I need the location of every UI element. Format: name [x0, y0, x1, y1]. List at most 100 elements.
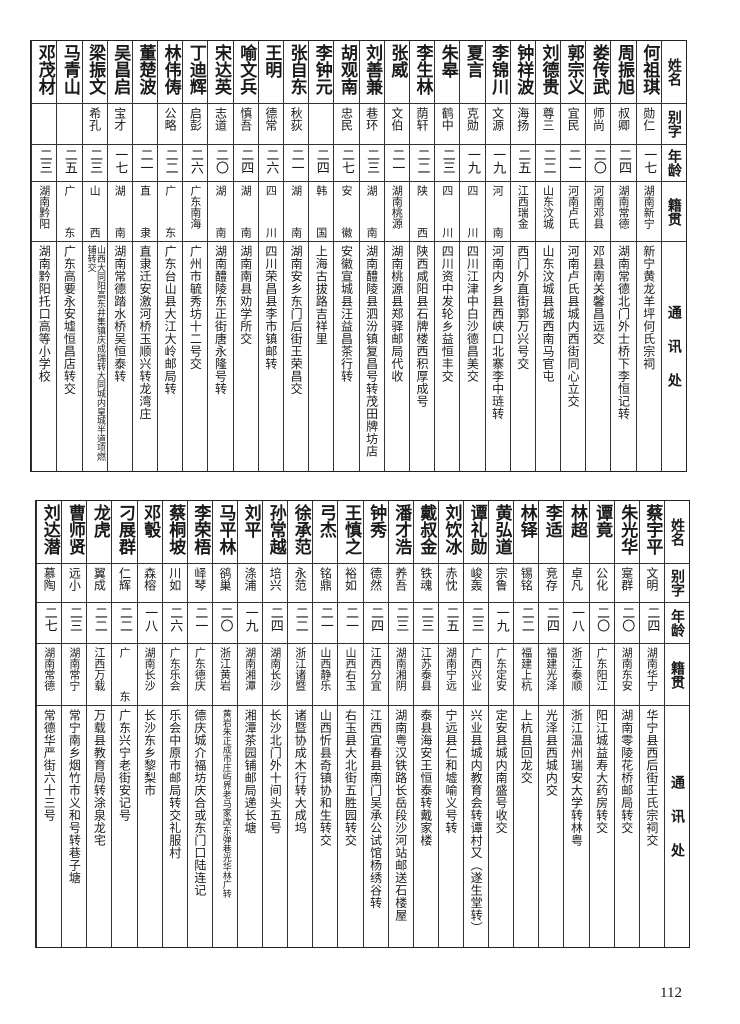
name-text: 董楚波: [135, 44, 156, 95]
addr-text: 常德华严街六十三号: [42, 709, 57, 822]
name-cell: 龙虎: [87, 501, 112, 564]
alias-cell: 师尚: [586, 104, 611, 145]
addr-text: 右玉县大北街五胜园转交: [343, 709, 358, 847]
alias-cell: 培兴: [263, 564, 288, 603]
alias-text: 别字: [668, 569, 685, 597]
alias-cell: 铁魂: [413, 564, 438, 603]
name-text: 姓名: [668, 518, 685, 546]
alias-text: 希孔: [87, 107, 102, 131]
name-text: 张威: [387, 44, 408, 78]
name-cell: 马青山: [57, 41, 82, 104]
native-text: 广东乐会: [168, 647, 182, 691]
native-text: 广东阳江: [595, 647, 609, 691]
name-text: 邓彀: [140, 504, 161, 538]
name-cell: 邓茂材: [32, 41, 57, 104]
alias-cell: 克勋: [460, 104, 485, 145]
name-text: 马平林: [215, 504, 236, 555]
native-cell: 浙江泰顺: [564, 644, 589, 706]
name-text: 朱光华: [617, 504, 638, 555]
addr-cell: 通讯处: [665, 706, 689, 946]
alias-cell: [32, 104, 57, 145]
alias-text: 鹤中: [440, 107, 455, 131]
person-record: 吴昌启 宝才 一七 湖南 湖南常德踏水桥吴恒泰转: [106, 41, 132, 471]
addr-text: 长沙北门外十间头五号: [268, 709, 283, 834]
age-cell: 二〇: [208, 145, 233, 182]
addr-cell: 四川荣昌县李市镇邮转: [259, 242, 283, 470]
native-cell: 广东: [112, 644, 137, 706]
addr-cell: 广东兴宁老街安记号: [112, 706, 136, 946]
name-text: 刘善兼: [362, 44, 383, 95]
native-text: 江西万载: [92, 647, 106, 691]
name-text: 刁展群: [115, 504, 136, 555]
name-cell: 夏言: [460, 41, 485, 104]
addr-text: 常宁南乡烟竹市义和号转巷子塘: [67, 709, 82, 884]
addr-text: 乐会中原市邮局转交礼服村: [167, 709, 182, 859]
addr-text: 新宁黄龙羊坪何氏宗祠: [641, 245, 656, 370]
name-cell: 朱皋: [435, 41, 460, 104]
age-text: 二四: [368, 606, 384, 632]
alias-text: 鹆巢: [217, 567, 232, 591]
age-text: 二四: [616, 148, 632, 174]
alias-text: 森榕: [142, 567, 157, 591]
name-cell: 蔡宇平: [639, 501, 664, 564]
alias-cell: 海扬: [510, 104, 535, 145]
age-cell: 二四: [539, 603, 564, 644]
name-text: 林超: [567, 504, 587, 538]
name-text: 喻文兵: [236, 44, 257, 95]
name-cell: 戴叔金: [413, 501, 438, 564]
name-text: 龙虎: [89, 504, 110, 538]
person-record: 梁振文 希孔 二三 山西 山西大同阳高东井集镇庆成瑞转大同城内皇城半道项燃铺转交: [81, 41, 107, 471]
person-record: 王明 德常 二六 四川 四川荣昌县李市镇邮转: [257, 41, 283, 471]
age-text: 二二: [292, 606, 308, 632]
age-cell: 一八: [564, 603, 589, 644]
native-text: 山西静乐: [318, 647, 332, 691]
age-cell: 一九: [238, 603, 263, 644]
native-cell: 河南: [485, 182, 510, 242]
roster-table-top: 姓名 别字 年龄 籍贯 通讯处 何祖琪 勋仁 一七 湖南新宁 新宁黄龙羊坪何氏宗祠 周振旭 叔卿 二四湖…: [30, 40, 687, 472]
age-cell: 二四: [263, 603, 288, 644]
person-record: 曹师贤 远小 二三 湖南常宁 常宁南乡烟竹市义和号转巷子塘: [61, 501, 87, 947]
native-cell: 山西: [82, 182, 107, 242]
name-cell: 马平林: [212, 501, 238, 564]
age-text: 二二: [518, 606, 534, 632]
addr-text: 广东兴宁老街安记号: [117, 709, 132, 822]
addr-cell: 兴业县城内教育会转谭村又（遂生堂转）: [464, 706, 488, 946]
name-text: 钟祥波: [513, 44, 534, 95]
alias-cell: 远小: [62, 564, 87, 603]
native-cell: 广西兴业: [464, 644, 489, 706]
addr-text: 上海古拔路吉祥里: [314, 245, 329, 345]
native-cell: 湖南黔阳: [32, 182, 57, 242]
age-cell: 二一: [338, 603, 363, 644]
native-text: 浙江泰顺: [570, 647, 583, 691]
addr-cell: 长沙北门外十间头五号: [263, 706, 287, 946]
alias-cell: 仁辉: [112, 564, 137, 603]
addr-text: 德庆城介福坊庆合或东门口陆连记: [192, 709, 207, 897]
native-text: 广西兴业: [469, 647, 483, 691]
person-record: 张自东 秋荻 二一 湖南 湖南安乡东门后街王荣昌交: [283, 41, 309, 471]
addr-text: 四川荣昌县李市镇邮转: [263, 245, 278, 370]
age-cell: 二七: [37, 603, 62, 644]
native-text: 湖南新宁: [642, 185, 656, 229]
age-text: 二四: [238, 148, 254, 174]
person-record: 邓彀 森榕 一八 湖南长沙 长沙东乡黎梨市: [136, 501, 162, 947]
alias-cell: 川如: [162, 564, 187, 603]
name-cell: 林超: [564, 501, 589, 564]
addr-cell: 宁远县仁和墟喻义号转: [439, 706, 463, 946]
person-record: 娄传武 师尚 二〇 河南邓县 邓县南关馨昌远交: [585, 41, 611, 471]
addr-cell: 右玉县大北街五胜园转交: [338, 706, 362, 946]
alias-text: 德然: [368, 567, 383, 591]
addr-text: 泰县海安王恒泰转戴家楼: [418, 709, 433, 847]
name-cell: 吴昌启: [107, 41, 132, 104]
age-cell: 二三: [359, 145, 384, 182]
name-text: 王慎之: [341, 504, 362, 555]
addr-text: 湖南零陵花桥邮局转交: [619, 709, 634, 834]
age-text: 二二: [162, 148, 178, 174]
addr-cell: 直隶迁安激河桥玉顺兴转龙湾庄: [133, 242, 157, 470]
native-text: 湖南华宁: [645, 647, 659, 691]
age-text: 年龄: [668, 609, 685, 637]
name-text: 马青山: [59, 44, 80, 95]
native-text: 湖南常德: [617, 185, 631, 229]
native-text: 广东定安: [494, 647, 508, 691]
native-cell: 湖南长沙: [137, 644, 162, 706]
name-cell: 娄传武: [586, 41, 611, 104]
